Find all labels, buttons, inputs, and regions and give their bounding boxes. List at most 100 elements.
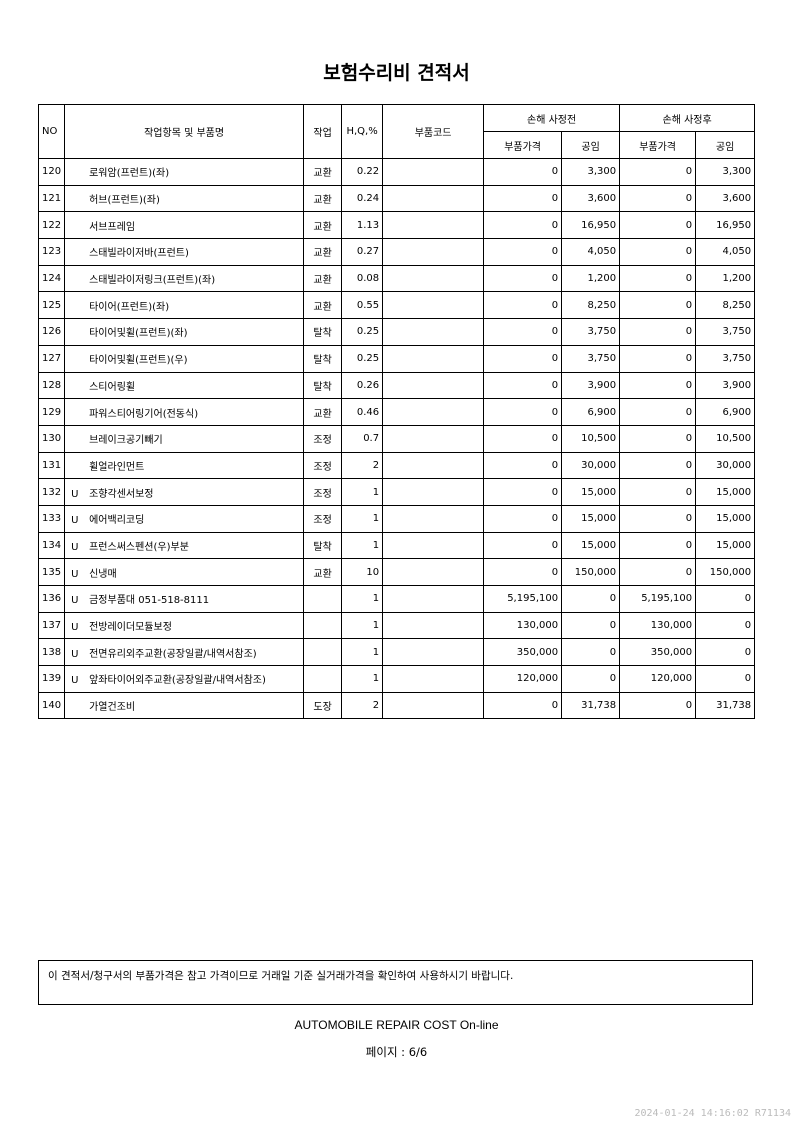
row-after-parts: 0	[619, 344, 697, 373]
row-before-labor: 6,900	[561, 398, 621, 426]
row-name: 프런스써스펜션(우)부분	[89, 541, 189, 553]
row-code	[382, 371, 485, 400]
row-code	[382, 451, 485, 480]
estimate-table: NO 작업항목 및 부품명 작업 H,Q,% 부품코드 손해 사정전 손해 사정…	[37, 104, 756, 720]
row-work	[303, 585, 343, 613]
table-row: 137 U 전방레이더모듈보정 1 130,000 0 130,000 0	[37, 611, 756, 640]
row-hq: 0.25	[341, 318, 384, 346]
row-name-cell: 스티어링휠	[64, 371, 305, 400]
row-work: 도장	[303, 691, 343, 720]
row-before-parts: 120,000	[483, 665, 563, 693]
row-no: 121	[37, 184, 66, 213]
row-work: 교환	[303, 158, 343, 186]
row-before-parts: 0	[483, 371, 563, 400]
table-row: 130 브레이크공기빼기 조정 0.7 0 10,500 0 10,500	[37, 424, 756, 453]
row-no: 135	[37, 558, 66, 586]
row-no: 138	[37, 638, 66, 667]
row-before-parts: 0	[483, 531, 563, 560]
row-work	[303, 611, 343, 640]
row-hq: 1	[341, 478, 384, 506]
row-after-parts: 0	[619, 504, 697, 533]
row-code	[382, 424, 485, 453]
row-name: 금정부품대 051-518-8111	[89, 595, 210, 607]
row-flag: U	[71, 675, 79, 687]
row-after-labor: 30,000	[695, 451, 756, 480]
row-before-parts: 0	[483, 158, 563, 186]
row-after-parts: 0	[619, 478, 697, 506]
row-after-parts: 0	[619, 184, 697, 213]
row-before-labor: 15,000	[561, 504, 621, 533]
row-hq: 10	[341, 558, 384, 586]
row-name-cell: U 프런스써스펜션(우)부분	[64, 531, 305, 560]
header-after-labor: 공임	[695, 131, 756, 159]
row-name: 조향각센서보정	[89, 488, 154, 500]
row-code	[382, 638, 485, 667]
row-before-parts: 0	[483, 211, 563, 240]
row-after-labor: 3,300	[695, 158, 756, 186]
row-name: 앞좌타이어외주교환(공장일괄/내역서참조)	[89, 675, 266, 687]
row-flag: U	[71, 515, 79, 527]
row-code	[382, 531, 485, 560]
row-before-parts: 0	[483, 318, 563, 346]
row-flag: U	[71, 648, 79, 660]
header-no: NO	[37, 104, 66, 159]
row-name: 전방레이더모듈보정	[89, 622, 172, 634]
row-code	[382, 158, 485, 186]
row-before-labor: 30,000	[561, 451, 621, 480]
row-no: 136	[37, 585, 66, 613]
row-name-cell: U 금정부품대 051-518-8111	[64, 585, 305, 613]
row-after-labor: 0	[695, 611, 756, 640]
row-name: 서브프레임	[89, 221, 136, 233]
row-name-cell: 스태빌라이저링크(프런트)(좌)	[64, 264, 305, 293]
row-after-parts: 0	[619, 264, 697, 293]
row-code	[382, 211, 485, 240]
row-before-parts: 0	[483, 264, 563, 293]
table-row: 126 타이어및휠(프런트)(좌) 탈착 0.25 0 3,750 0 3,750	[37, 318, 756, 346]
row-name-cell: 허브(프런트)(좌)	[64, 184, 305, 213]
row-code	[382, 611, 485, 640]
row-no: 128	[37, 371, 66, 400]
row-after-parts: 0	[619, 424, 697, 453]
row-before-labor: 0	[561, 638, 621, 667]
page-number: 페이지 : 6/6	[365, 1045, 428, 1059]
row-name-cell: 브레이크공기빼기	[64, 424, 305, 453]
row-name: 에어백리코딩	[89, 515, 145, 527]
row-name: 스티어링휠	[89, 381, 136, 393]
row-code	[382, 398, 485, 426]
table-row: 120 로워암(프런트)(좌) 교환 0.22 0 3,300 0 3,300	[37, 158, 756, 186]
row-name-cell: 스태빌라이저바(프런트)	[64, 238, 305, 266]
row-after-parts: 120,000	[619, 665, 697, 693]
row-before-labor: 0	[561, 665, 621, 693]
row-code	[382, 344, 485, 373]
row-no: 125	[37, 291, 66, 320]
row-before-labor: 10,500	[561, 424, 621, 453]
table-row: 123 스태빌라이저바(프런트) 교환 0.27 0 4,050 0 4,050	[37, 238, 756, 266]
row-before-labor: 3,900	[561, 371, 621, 400]
row-hq: 1.13	[341, 211, 384, 240]
row-name: 파워스티어링기어(전동식)	[89, 408, 199, 420]
row-after-parts: 0	[619, 451, 697, 480]
row-work: 조정	[303, 451, 343, 480]
row-after-labor: 6,900	[695, 398, 756, 426]
row-work: 탈착	[303, 371, 343, 400]
row-before-parts: 130,000	[483, 611, 563, 640]
row-name-cell: 타이어및휠(프런트)(우)	[64, 344, 305, 373]
row-hq: 1	[341, 585, 384, 613]
header-after: 손해 사정후	[619, 104, 756, 132]
row-name-cell: 로워암(프런트)(좌)	[64, 158, 305, 186]
row-before-labor: 15,000	[561, 531, 621, 560]
header-before-labor: 공임	[561, 131, 621, 159]
table-row: 138 U 전면유리외주교환(공장일괄/내역서참조) 1 350,000 0 350,000…	[37, 638, 756, 667]
row-before-labor: 16,950	[561, 211, 621, 240]
row-after-labor: 31,738	[695, 691, 756, 720]
row-hq: 0.7	[341, 424, 384, 453]
header-before: 손해 사정전	[483, 104, 621, 132]
row-before-parts: 0	[483, 451, 563, 480]
row-hq: 2	[341, 451, 384, 480]
row-name: 전면유리외주교환(공장일괄/내역서참조)	[89, 648, 257, 660]
row-before-labor: 0	[561, 611, 621, 640]
row-code	[382, 558, 485, 586]
row-name: 타이어(프런트)(좌)	[89, 301, 170, 313]
table-row: 125 타이어(프런트)(좌) 교환 0.55 0 8,250 0 8,250	[37, 291, 756, 320]
row-name-cell: 가열건조비	[64, 691, 305, 720]
